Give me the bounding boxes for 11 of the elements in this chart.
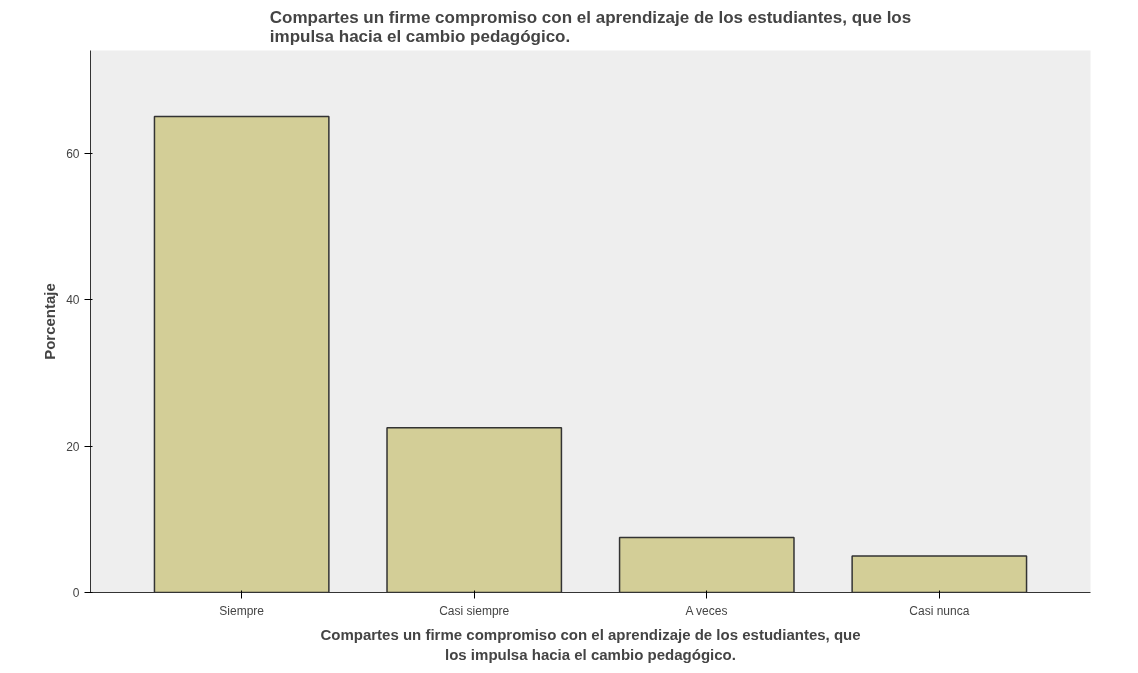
y-tick-label: 60: [66, 146, 80, 161]
x-tick-label: A veces: [685, 603, 728, 618]
x-tick-label: Casi nunca: [909, 603, 970, 618]
y-axis-title: Porcentaje: [41, 283, 59, 360]
x-axis-title: Compartes un firme compromiso con el aprendizaje de los estudiantes, que los impulsa hacia el cambio pedagógico.: [320, 625, 861, 663]
y-tick-label: 40: [66, 293, 80, 308]
x-tick-label: Siempre: [219, 603, 265, 618]
chart-title: Compartes un firme compromiso con el aprendizaje de los estudiantes, que los impulsa hacia el cambio pedagógico.: [269, 7, 912, 46]
y-tick-label: 20: [66, 439, 80, 454]
x-tick-label: Casi siempre: [439, 603, 510, 618]
y-tick-label: 0: [72, 586, 80, 600]
